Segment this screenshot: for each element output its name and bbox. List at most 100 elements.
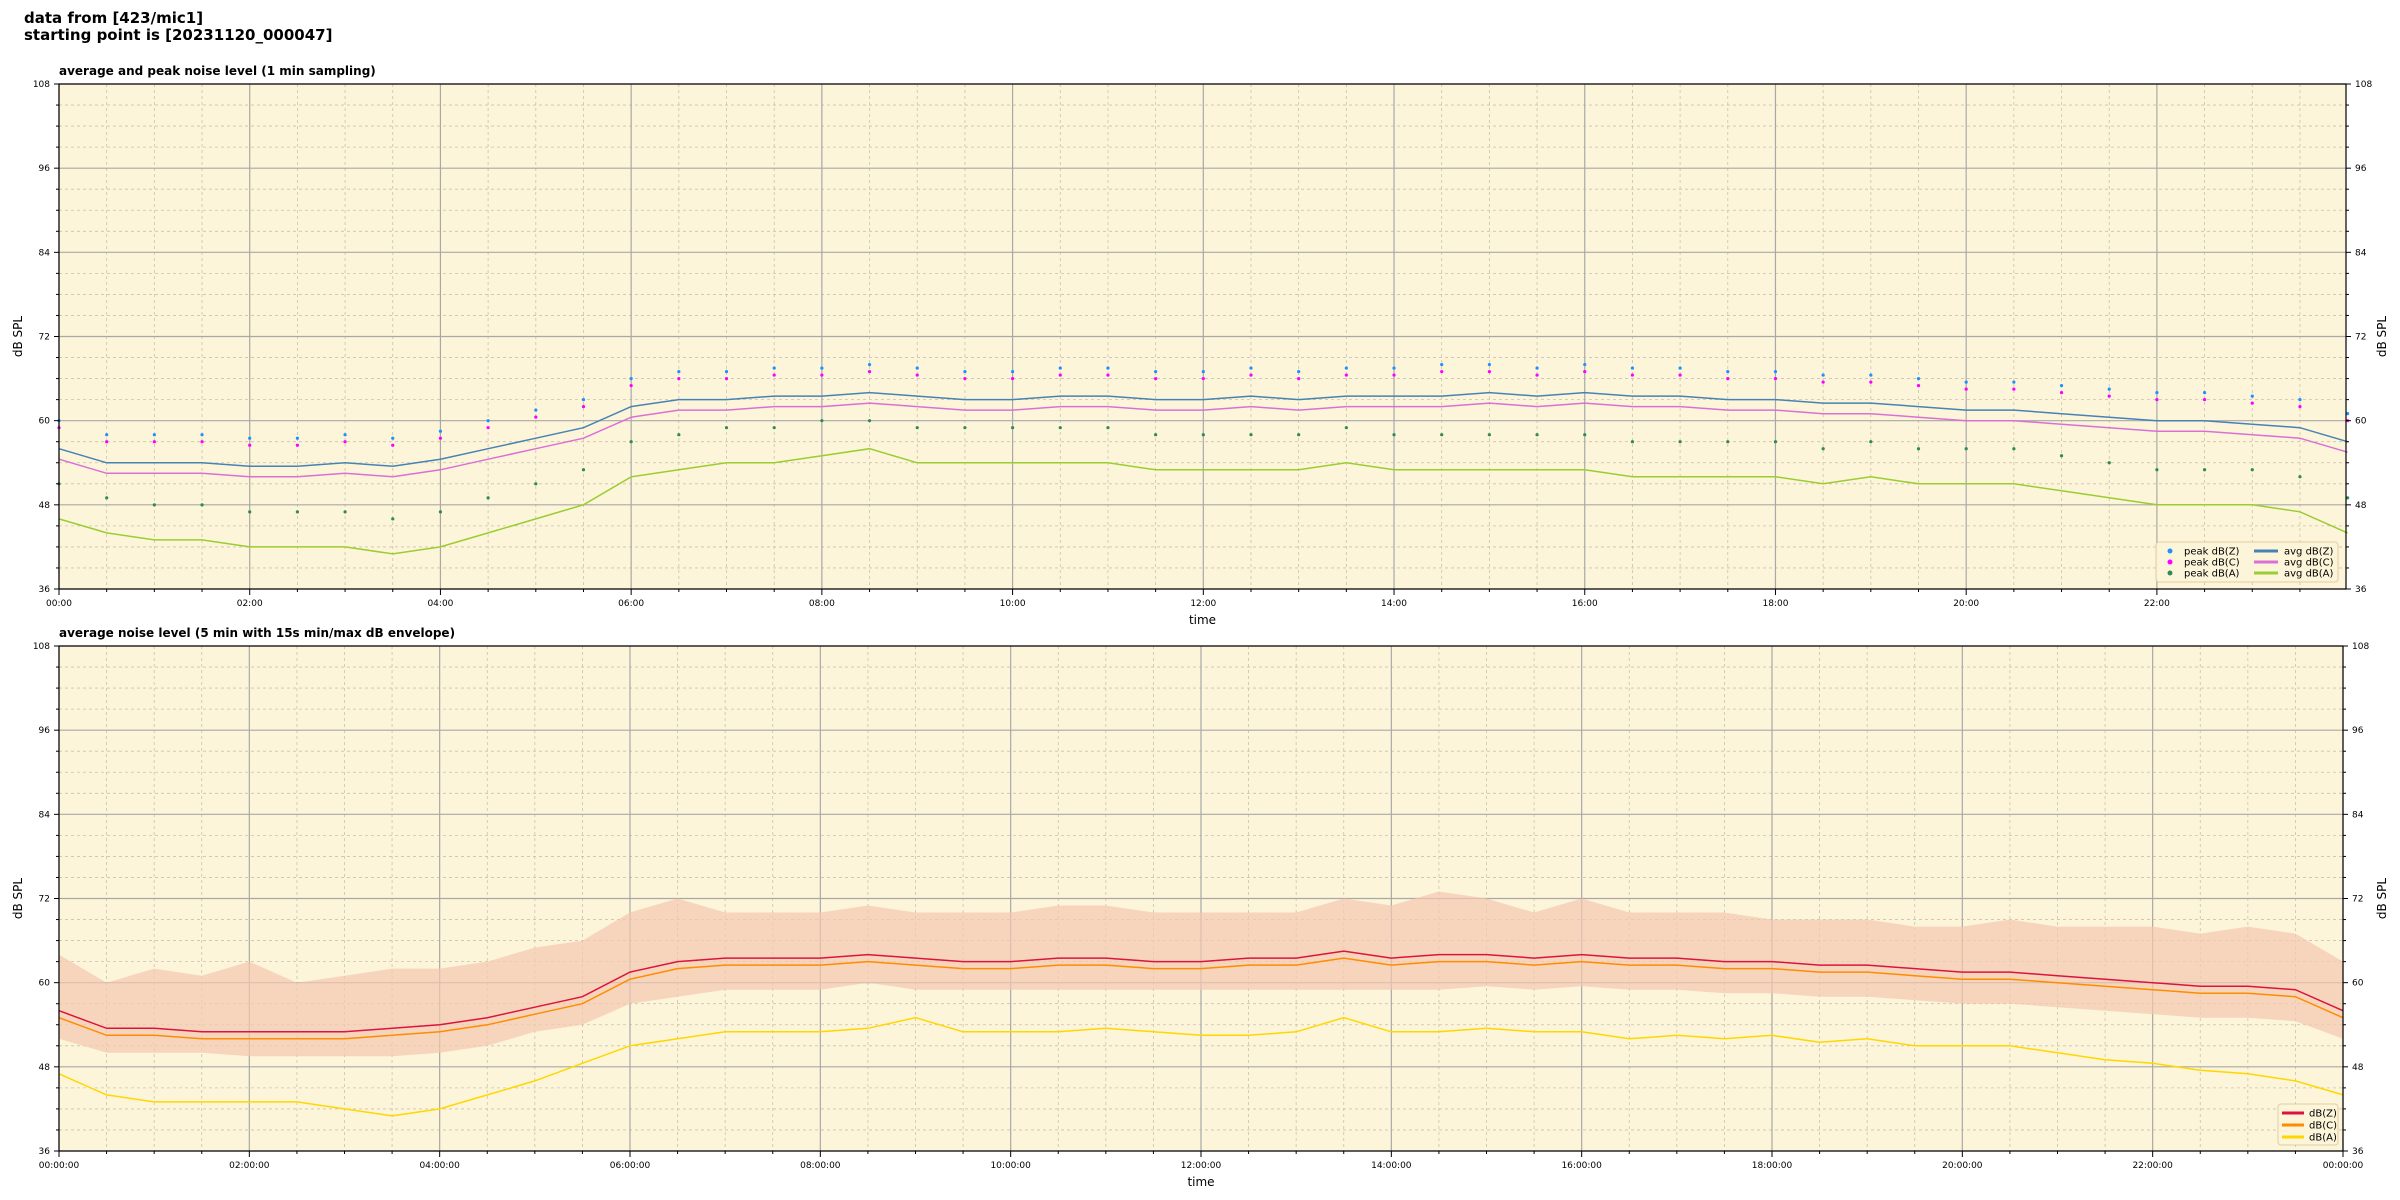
bottom-chart-panel: 36 36 48 48 60 60 72 72 84 84 96 96 108 108 00:00:00 02… (11, 626, 2389, 1189)
x-tick-label: 12:00:00 (1181, 1161, 1222, 1171)
point-peak-db-a (248, 510, 252, 514)
point-peak-db-a (1916, 447, 1921, 451)
y-tick-label-right: 84 (2352, 810, 2364, 820)
series-line-avg-db-z (58, 391, 2348, 468)
point-peak-db-c (1249, 373, 1253, 377)
x-tick-label: 00:00:00 (39, 1161, 80, 1171)
y-tick-label-left: 60 (39, 979, 51, 989)
x-tick-label: 18:00:00 (1752, 1161, 1793, 1171)
legend-marker (2167, 570, 2173, 576)
point-peak-db-a (2298, 475, 2302, 479)
point-peak-db-a (677, 433, 681, 437)
point-peak-db-a (1869, 440, 1873, 444)
x-tick-label: 02:00 (237, 599, 263, 609)
point-peak-db-c (1869, 380, 1873, 384)
point-peak-db-c (105, 440, 109, 444)
point-peak-db-a (1440, 433, 1444, 437)
point-peak-db-c (2202, 398, 2207, 402)
point-peak-db-z (820, 366, 824, 370)
point-peak-db-a (963, 426, 967, 430)
x-tick-label: 16:00:00 (1561, 1161, 1602, 1171)
point-peak-db-c (1583, 369, 1587, 374)
x-tick-label: 04:00 (427, 599, 453, 609)
point-peak-db-a (1106, 426, 1110, 430)
point-peak-db-c (772, 373, 776, 377)
min-max-envelope (59, 891, 2343, 1057)
legend-label: peak dB(Z) (2184, 547, 2240, 558)
y-axis-label-right: dB SPL (2375, 316, 2389, 358)
y-axis-label-left: dB SPL (11, 878, 25, 920)
x-tick-label: 10:00 (1000, 599, 1026, 609)
x-tick-label: 22:00:00 (2132, 1161, 2173, 1171)
point-peak-db-z (915, 366, 919, 370)
point-peak-db-z (1010, 369, 1015, 374)
point-peak-db-a (391, 517, 395, 521)
point-peak-db-a (1058, 426, 1062, 430)
point-peak-db-a (2059, 454, 2064, 458)
point-peak-db-a (772, 426, 776, 430)
y-tick-label-right: 108 (2355, 80, 2372, 90)
legend-label: dB(Z) (2309, 1109, 2337, 1120)
point-peak-db-a (1630, 440, 1635, 444)
y-tick-label-left: 72 (39, 895, 50, 905)
point-peak-db-c (534, 415, 538, 419)
point-peak-db-c (1440, 369, 1444, 374)
point-peak-db-c (867, 369, 872, 374)
y-tick-label-right: 36 (2355, 585, 2367, 595)
point-peak-db-a (152, 503, 156, 507)
point-peak-db-a (343, 510, 347, 514)
point-peak-db-a (1821, 447, 1825, 451)
point-peak-db-c (820, 373, 824, 377)
chart-title: average and peak noise level (1 min samp… (59, 64, 376, 78)
x-tick-label: 08:00:00 (800, 1161, 841, 1171)
point-peak-db-z (1249, 366, 1253, 370)
point-peak-db-z (867, 362, 872, 367)
point-peak-db-c (1726, 376, 1730, 381)
y-tick-label-right: 72 (2352, 895, 2363, 905)
y-tick-label-left: 84 (39, 248, 51, 258)
x-axis-label: time (1187, 1175, 1214, 1189)
y-tick-label-left: 72 (39, 333, 50, 343)
point-peak-db-c (2059, 391, 2064, 395)
point-peak-db-c (581, 405, 586, 409)
legend-box (2155, 541, 2339, 583)
top-chart-panel: 36 36 48 48 60 60 72 72 84 84 96 96 108 108 00:00 02:00… (11, 64, 2389, 627)
point-peak-db-a (1678, 440, 1682, 444)
point-peak-db-z (1726, 369, 1730, 374)
point-peak-db-c (1344, 373, 1348, 377)
point-peak-db-c (391, 443, 395, 447)
point-peak-db-z (1964, 380, 1968, 384)
point-peak-db-c (963, 376, 967, 381)
point-peak-db-c (1201, 376, 1205, 381)
y-tick-label-right: 36 (2352, 1147, 2364, 1157)
point-peak-db-c (486, 426, 490, 430)
series-line-avg-db-c (58, 402, 2348, 478)
legend-label: dB(A) (2309, 1133, 2337, 1144)
point-peak-db-z (1344, 366, 1348, 370)
point-peak-db-a (2250, 468, 2254, 472)
x-tick-label: 06:00 (618, 599, 644, 609)
x-axis-label: time (1189, 613, 1216, 627)
point-peak-db-c (343, 440, 347, 444)
point-peak-db-c (295, 443, 299, 447)
point-peak-db-z (200, 433, 204, 437)
point-peak-db-z (2012, 380, 2016, 384)
x-tick-label: 10:00:00 (990, 1161, 1031, 1171)
point-peak-db-z (2202, 391, 2207, 395)
point-peak-db-a (2202, 468, 2207, 472)
legend-label: avg dB(C) (2284, 558, 2334, 569)
figure-title-line1: data from [423/mic1] (24, 9, 204, 27)
point-peak-db-a (295, 510, 299, 514)
point-peak-db-c (1773, 376, 1778, 381)
legend-label: avg dB(A) (2284, 569, 2334, 580)
point-peak-db-a (1392, 433, 1396, 437)
point-peak-db-z (1869, 373, 1873, 377)
x-tick-label: 00:00:00 (2323, 1161, 2364, 1171)
point-peak-db-c (2250, 401, 2254, 405)
point-peak-db-z (1535, 366, 1539, 370)
point-peak-db-z (2155, 391, 2159, 395)
y-tick-label-left: 60 (39, 417, 51, 427)
point-peak-db-a (1535, 433, 1539, 437)
point-peak-db-z (2250, 394, 2254, 398)
point-peak-db-c (677, 376, 681, 381)
